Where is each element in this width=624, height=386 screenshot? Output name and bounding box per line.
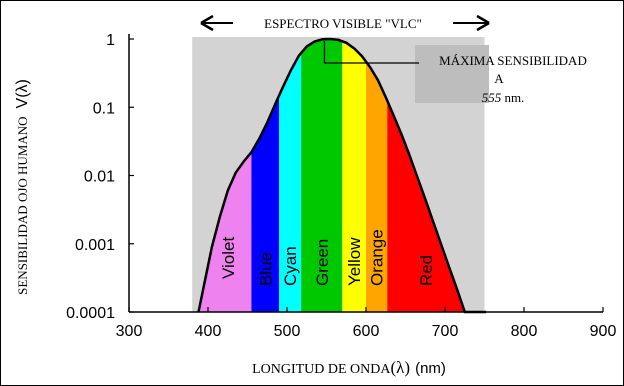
sensitivity-curve <box>197 37 487 314</box>
y-tick-label: 0.0001 <box>66 305 115 322</box>
y-axis-label-text: SENSIBILIDAD OJO HUMANO <box>15 116 30 294</box>
x-tick-label: 900 <box>590 323 617 340</box>
band-labels: Violet Blue Cyan Green Yellow Orange Red <box>219 229 436 286</box>
x-tick-label: 700 <box>432 323 459 340</box>
annotation-line3: 555 nm. <box>482 90 525 105</box>
annotation-line2: A <box>494 71 504 86</box>
annotation-line1: MÁXIMA SENSIBILIDAD <box>439 53 587 68</box>
x-tick-label: 500 <box>274 323 301 340</box>
band-label-violet: Violet <box>219 237 238 279</box>
x-axis-label: LONGITUD DE ONDA(λ) (nm) <box>252 358 446 377</box>
left-arrow-icon <box>200 14 214 32</box>
x-tick-label: 600 <box>353 323 380 340</box>
x-axis-label-lambda: (λ) <box>391 358 411 377</box>
band-yellow <box>342 39 366 312</box>
title-group: ESPECTRO VISIBLE "VLC" <box>200 14 490 32</box>
x-axis-label-prefix: LONGITUD DE ONDA <box>252 362 391 377</box>
annotation-unit: nm. <box>504 90 524 105</box>
band-cyan <box>279 39 302 312</box>
y-tick-label: 1 <box>106 32 115 49</box>
y-axis-label-symbol: V(λ) <box>14 79 31 108</box>
band-label-red: Red <box>417 255 436 286</box>
y-axis-label: SENSIBILIDAD OJO HUMANO V(λ) <box>14 79 31 295</box>
band-label-cyan: Cyan <box>281 246 300 286</box>
x-ticks: 300 400 500 600 700 800 900 <box>116 307 617 340</box>
band-label-orange: Orange <box>368 229 387 286</box>
y-ticks: 1 0.1 0.01 0.001 0.0001 <box>66 32 134 322</box>
band-green <box>301 39 343 312</box>
chart-title: ESPECTRO VISIBLE "VLC" <box>264 16 422 31</box>
x-tick-label: 400 <box>195 323 222 340</box>
y-tick-label: 0.001 <box>75 237 115 254</box>
peak-annotation: MÁXIMA SENSIBILIDAD A 555 nm. <box>323 41 587 105</box>
band-label-blue: Blue <box>256 252 275 286</box>
band-label-green: Green <box>313 239 332 286</box>
band-label-yellow: Yellow <box>345 237 364 286</box>
annotation-box <box>415 45 489 103</box>
annotation-value: 555 <box>482 90 502 105</box>
y-tick-label: 0.01 <box>84 169 115 186</box>
right-arrow-icon <box>476 14 490 32</box>
title-bg <box>233 14 453 32</box>
x-axis-label-unit: (nm) <box>415 360 446 377</box>
band-orange <box>366 39 388 312</box>
x-tick-label: 300 <box>116 323 143 340</box>
y-tick-label: 0.1 <box>93 100 115 117</box>
x-tick-label: 800 <box>511 323 538 340</box>
svg-text:SENSIBILIDAD OJO HUMANOV(λ): SENSIBILIDAD OJO HUMANO V(λ) <box>14 79 31 295</box>
